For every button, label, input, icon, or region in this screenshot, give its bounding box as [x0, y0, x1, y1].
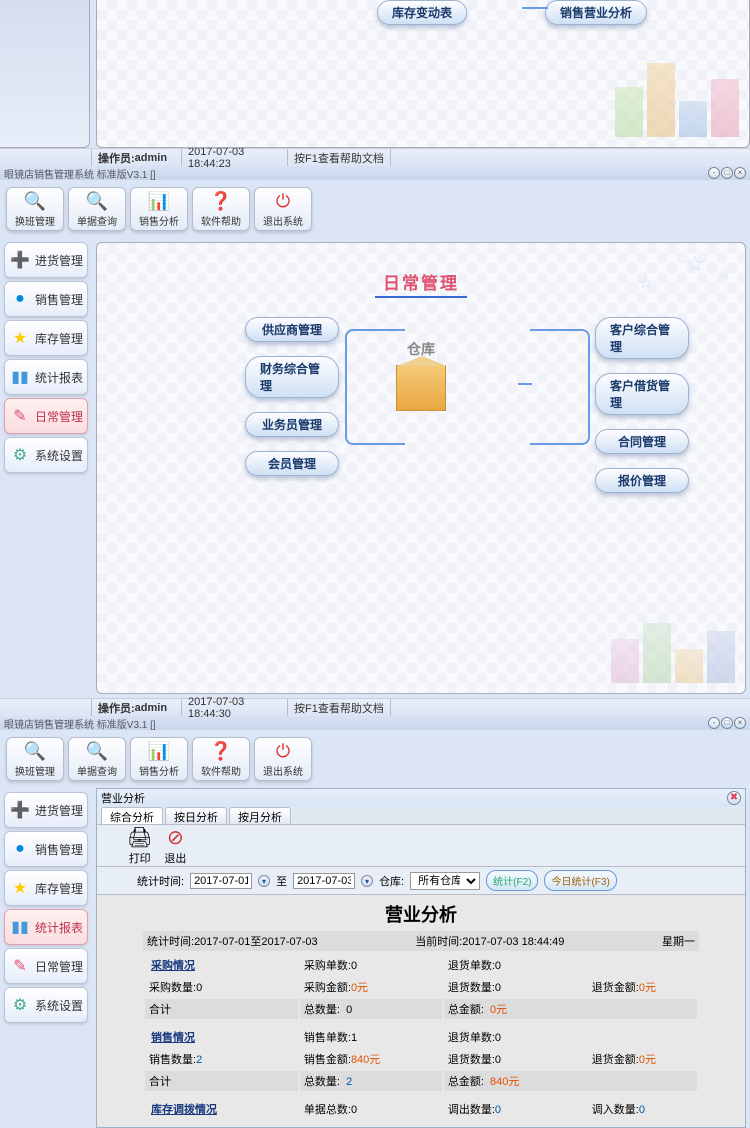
- maximize-icon[interactable]: □: [721, 167, 733, 179]
- shift-toolbtn[interactable]: 🔍换班管理: [6, 187, 64, 231]
- exit-button[interactable]: ⊘退出: [164, 825, 186, 866]
- daily-button[interactable]: 会员管理: [245, 451, 339, 476]
- daily-button[interactable]: 财务综合管理: [245, 356, 339, 398]
- daily-button[interactable]: 合同管理: [595, 429, 689, 454]
- exit-icon: ⊘: [167, 825, 184, 850]
- today-stat-button[interactable]: 今日统计(F3): [544, 870, 616, 891]
- warehouse-select[interactable]: 所有仓库: [410, 872, 480, 890]
- sales-icon: ●: [9, 838, 31, 860]
- sidebar-item-sales[interactable]: ●销售管理: [4, 831, 88, 867]
- sidebar-item-reports[interactable]: ▮▮统计报表: [4, 359, 88, 395]
- purchase-icon: ➕: [9, 799, 31, 821]
- printer-icon: 🖨: [127, 825, 152, 850]
- purchase-icon: ➕: [9, 249, 31, 271]
- daily-canvas: ☆ ☆ ☆ 日常管理 仓库 供应商管理财务综合管理业务员管理会员管理 客户综合管…: [96, 242, 746, 694]
- daily-button[interactable]: 业务员管理: [245, 412, 339, 437]
- reports-icon: ▮▮: [9, 366, 31, 388]
- sales-analysis-button[interactable]: 销售营业分析: [545, 0, 647, 25]
- report-title: 营业分析: [143, 901, 699, 927]
- daily-button[interactable]: 客户借货管理: [595, 373, 689, 415]
- help-toolbtn[interactable]: ❓软件帮助: [192, 187, 250, 231]
- inventory-icon: ★: [9, 877, 31, 899]
- stock-section: 库存调拨情况: [149, 1101, 219, 1119]
- reports-icon: ▮▮: [9, 916, 31, 938]
- settings-icon: ⚙: [9, 444, 31, 466]
- help-toolbtn[interactable]: ❓软件帮助: [192, 737, 250, 781]
- query-toolbtn[interactable]: 🔍单据查询: [68, 187, 126, 231]
- upper-canvas: 库存变动表 销售营业分析: [96, 0, 750, 148]
- query-toolbtn[interactable]: 🔍单据查询: [68, 737, 126, 781]
- settings-icon: ⚙: [9, 994, 31, 1016]
- date-picker-icon[interactable]: ▾: [361, 875, 373, 887]
- sidebar-item-settings[interactable]: ⚙系统设置: [4, 987, 88, 1023]
- tab-2[interactable]: 按月分析: [229, 807, 291, 824]
- analysis-window-title: 营业分析: [101, 790, 145, 806]
- help-icon: ❓: [210, 740, 232, 762]
- exit-toolbtn[interactable]: ⏻退出系统: [254, 187, 312, 231]
- daily-button[interactable]: 供应商管理: [245, 317, 339, 342]
- inventory-change-button[interactable]: 库存变动表: [377, 0, 467, 25]
- sidebar-item-sales[interactable]: ●销售管理: [4, 281, 88, 317]
- status-bar-1: 操作员:admin 2017-07-03 18:44:23 按F1查看帮助文档: [0, 148, 750, 166]
- title-bar-3: 眼镜店销售管理系统 标准版V3.1 [] -□×: [0, 716, 750, 730]
- report-area: 营业分析 统计时间:2017-07-01至2017-07-03 当前时间:201…: [97, 895, 745, 1127]
- sales-section: 销售情况: [149, 1029, 197, 1047]
- date-to-input[interactable]: [293, 873, 355, 889]
- tab-0[interactable]: 综合分析: [101, 807, 163, 824]
- daily-icon: ✎: [9, 955, 31, 977]
- sales-icon: 📊: [148, 190, 170, 212]
- sidebar-item-purchase[interactable]: ➕进货管理: [4, 242, 88, 278]
- minimize-icon[interactable]: -: [708, 167, 720, 179]
- main-toolbar-2: 🔍换班管理🔍单据查询📊销售分析❓软件帮助⏻退出系统: [0, 180, 750, 238]
- sidebar-item-inventory[interactable]: ★库存管理: [4, 320, 88, 356]
- warehouse-label: 仓库:: [379, 873, 404, 889]
- exit-icon: ⏻: [272, 740, 294, 762]
- sales-icon: ●: [9, 288, 31, 310]
- print-button[interactable]: 🖨打印: [127, 825, 152, 866]
- shift-toolbtn[interactable]: 🔍换班管理: [6, 737, 64, 781]
- query-icon: 🔍: [86, 740, 108, 762]
- shift-icon: 🔍: [24, 190, 46, 212]
- main-toolbar-3: 🔍换班管理🔍单据查询📊销售分析❓软件帮助⏻退出系统: [0, 730, 750, 788]
- date-picker-icon[interactable]: ▾: [258, 875, 270, 887]
- daily-button[interactable]: 报价管理: [595, 468, 689, 493]
- daily-icon: ✎: [9, 405, 31, 427]
- exit-toolbtn[interactable]: ⏻退出系统: [254, 737, 312, 781]
- tab-1[interactable]: 按日分析: [165, 807, 227, 824]
- sales-toolbtn[interactable]: 📊销售分析: [130, 737, 188, 781]
- date-from-input[interactable]: [190, 873, 252, 889]
- close-subwindow-button[interactable]: ✖: [727, 791, 741, 805]
- shift-icon: 🔍: [24, 740, 46, 762]
- analysis-window: 营业分析 ✖ 综合分析按日分析按月分析 🖨打印 ⊘退出 统计时间: ▾ 至 ▾ …: [96, 788, 746, 1128]
- title-bar-2: 眼镜店销售管理系统 标准版V3.1 [] -□×: [0, 166, 750, 180]
- stat-button[interactable]: 统计(F2): [486, 870, 538, 891]
- close-icon[interactable]: ×: [734, 167, 746, 179]
- sidebar-item-daily[interactable]: ✎日常管理: [4, 398, 88, 434]
- query-icon: 🔍: [86, 190, 108, 212]
- inventory-icon: ★: [9, 327, 31, 349]
- daily-button[interactable]: 客户综合管理: [595, 317, 689, 359]
- canvas-title: 日常管理: [375, 267, 467, 298]
- sales-icon: 📊: [148, 740, 170, 762]
- exit-icon: ⏻: [272, 190, 294, 212]
- stat-time-label: 统计时间:: [137, 873, 184, 889]
- sidebar-item-purchase[interactable]: ➕进货管理: [4, 792, 88, 828]
- warehouse-icon: [396, 365, 446, 411]
- sales-toolbtn[interactable]: 📊销售分析: [130, 187, 188, 231]
- sidebar-item-reports[interactable]: ▮▮统计报表: [4, 909, 88, 945]
- help-icon: ❓: [210, 190, 232, 212]
- purchase-section: 采购情况: [149, 957, 197, 975]
- status-bar-2: 操作员:admin 2017-07-03 18:44:30 按F1查看帮助文档: [0, 698, 750, 716]
- sidebar-item-daily[interactable]: ✎日常管理: [4, 948, 88, 984]
- sidebar-item-inventory[interactable]: ★库存管理: [4, 870, 88, 906]
- sidebar-item-settings[interactable]: ⚙系统设置: [4, 437, 88, 473]
